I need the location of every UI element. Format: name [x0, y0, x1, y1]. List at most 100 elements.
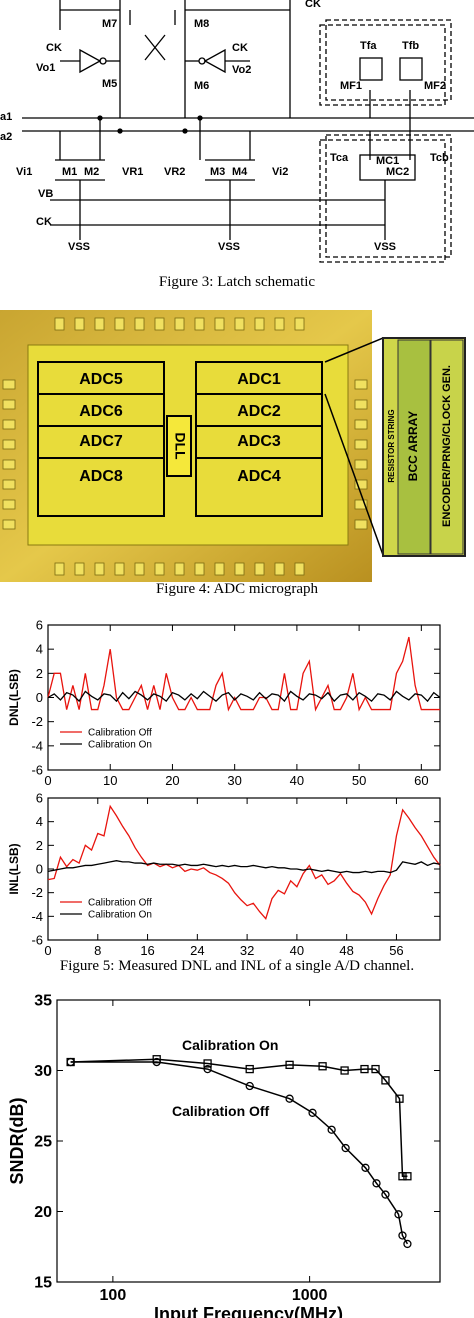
x-tick-label: 8 — [94, 943, 101, 958]
label: CK — [232, 42, 248, 54]
label: VB — [38, 188, 53, 200]
y-tick-label: -6 — [31, 933, 43, 948]
y-axis-label: SNDR(dB) — [7, 1098, 27, 1185]
y-tick-label: 15 — [34, 1275, 52, 1292]
x-tick-label: 50 — [352, 773, 366, 788]
y-tick-label: 4 — [36, 814, 43, 829]
x-tick-label: 48 — [339, 943, 353, 958]
marker — [245, 1064, 254, 1074]
marker — [394, 1210, 403, 1219]
label: CK — [305, 0, 321, 10]
y-tick-label: -6 — [31, 763, 43, 778]
y-tick-label: 25 — [34, 1134, 52, 1151]
marker — [341, 1143, 350, 1153]
legend-label: Calibration Off — [88, 898, 152, 909]
x-tick-label: 56 — [389, 943, 403, 958]
y-tick-label: 2 — [36, 666, 43, 681]
label: a1 — [0, 111, 12, 123]
series-line — [47, 860, 441, 874]
x-tick-label: 40 — [290, 773, 304, 788]
x-tick-label: 40 — [290, 943, 304, 958]
caption: Figure 4: ADC micrograph — [156, 581, 319, 597]
y-tick-label: 4 — [36, 642, 43, 657]
marker — [403, 1239, 412, 1249]
y-tick-label: 35 — [34, 993, 52, 1010]
label: M8 — [194, 18, 209, 30]
inset-label: RESISTOR STRING — [387, 409, 396, 482]
y-tick-label: 2 — [36, 838, 43, 853]
label: M6 — [194, 80, 209, 92]
marker — [308, 1108, 317, 1117]
x-tick-label: 16 — [140, 943, 154, 958]
micrograph: ADC5 ADC6 ADC7 ADC8 ADC1 ADC2 ADC3 ADC4 … — [0, 310, 466, 582]
marker — [327, 1125, 336, 1134]
label: CK — [46, 42, 62, 54]
label: MC1 — [376, 155, 399, 167]
x-tick-label: 1000 — [292, 1287, 328, 1304]
marker — [245, 1081, 254, 1091]
x-axis-label: Input Frequency(MHz) — [154, 1304, 343, 1318]
marker — [371, 1064, 380, 1074]
series-line — [47, 804, 441, 921]
label: VR2 — [164, 166, 185, 178]
annotation: Calibration On — [182, 1037, 278, 1053]
y-tick-label: -4 — [31, 909, 43, 924]
x-tick-label: 32 — [240, 943, 254, 958]
marker — [360, 1064, 369, 1074]
label: a2 — [0, 131, 12, 143]
label: Tfa — [360, 40, 377, 52]
label: Tcb — [430, 152, 449, 164]
series-line — [70, 1061, 409, 1245]
latch-schematic: CK CK Vo1 CK Vo2 M7 M8 M5 M6 Tfa Tfb MF1… — [0, 0, 474, 263]
label: VSS — [218, 241, 240, 253]
block-label: ADC4 — [237, 468, 281, 485]
legend-label: Calibration Off — [88, 728, 152, 739]
y-tick-label: 0 — [36, 862, 43, 877]
marker — [318, 1062, 327, 1071]
label: Vo1 — [36, 62, 55, 74]
y-axis-label: DNL(LSB) — [7, 669, 21, 726]
x-tick-label: 10 — [103, 773, 117, 788]
series-line — [70, 1058, 408, 1177]
label: M1 — [62, 166, 77, 178]
x-tick-label: 0 — [44, 773, 51, 788]
marker — [398, 1231, 407, 1240]
label: MF2 — [424, 80, 446, 92]
marker — [152, 1057, 161, 1067]
x-tick-label: 20 — [165, 773, 179, 788]
y-tick-label: -2 — [31, 885, 43, 900]
label: VSS — [68, 241, 90, 253]
label: Vi2 — [272, 166, 288, 178]
marker — [203, 1059, 212, 1068]
marker — [285, 1094, 294, 1103]
label: Vo2 — [232, 64, 251, 76]
y-tick-label: 30 — [34, 1063, 52, 1080]
label: Vi1 — [16, 166, 32, 178]
x-tick-label: 60 — [414, 773, 428, 788]
block-label: ADC2 — [237, 403, 281, 420]
label: M4 — [232, 166, 248, 178]
marker — [340, 1066, 349, 1075]
marker — [398, 1172, 407, 1181]
block-label: ADC1 — [237, 371, 281, 388]
x-tick-label: 100 — [100, 1287, 127, 1304]
label: MC2 — [386, 166, 409, 178]
y-tick-label: 0 — [36, 690, 43, 705]
label: Tfb — [402, 40, 419, 52]
marker — [395, 1094, 404, 1103]
y-tick-label: 6 — [36, 791, 43, 806]
x-tick-label: 30 — [227, 773, 241, 788]
block-label: ADC3 — [237, 433, 281, 450]
marker — [381, 1190, 390, 1199]
marker — [66, 1057, 75, 1067]
series-line — [47, 690, 441, 703]
chart: 15 20 25 30 35 100 1000 SNDR(dB) Input Frequency… — [7, 993, 441, 1318]
y-tick-label: 20 — [34, 1204, 52, 1221]
x-tick-label: 0 — [44, 943, 51, 958]
block-label: ADC8 — [79, 468, 123, 485]
marker — [372, 1179, 381, 1188]
